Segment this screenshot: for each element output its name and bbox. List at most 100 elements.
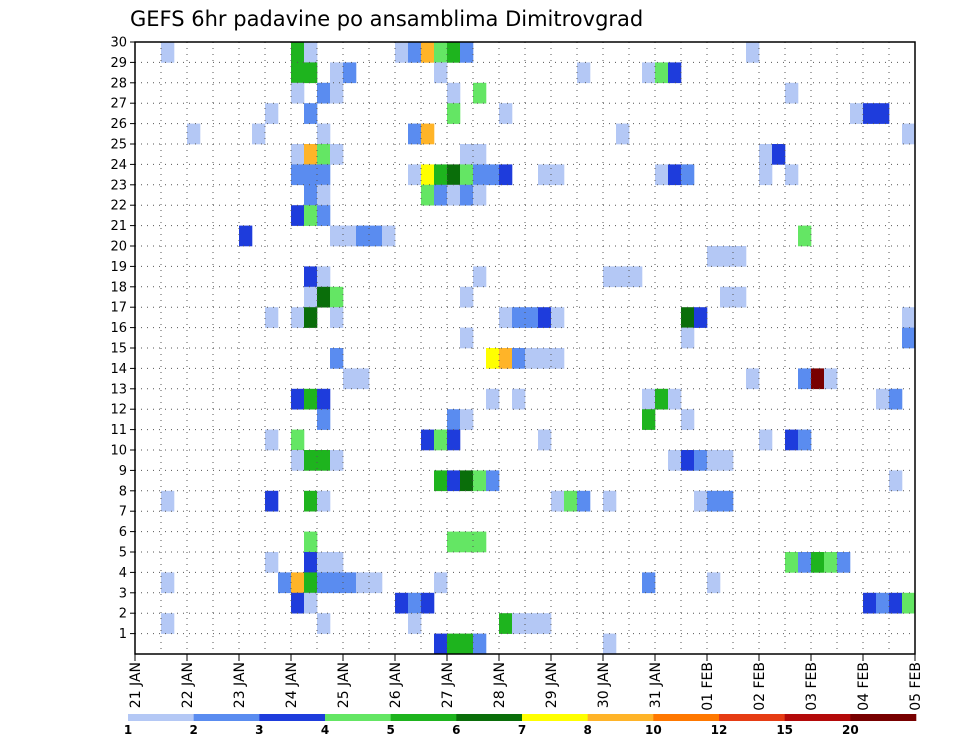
heatmap-cell: [304, 552, 317, 573]
heatmap-cell: [642, 389, 655, 410]
heatmap-cell: [538, 613, 551, 634]
heatmap-cell: [447, 470, 460, 491]
heatmap-cell: [304, 62, 317, 83]
heatmap-cell: [161, 42, 174, 63]
y-tick-label: 27: [110, 97, 127, 112]
heatmap-cell: [291, 450, 304, 471]
heatmap-cell: [330, 144, 343, 165]
heatmap-cell: [317, 409, 330, 430]
y-tick-label: 20: [110, 240, 127, 255]
y-tick-label: 6: [119, 525, 127, 540]
heatmap-cell: [343, 572, 356, 593]
heatmap-cell: [512, 307, 525, 328]
y-tick-label: 28: [110, 76, 127, 91]
heatmap-cell: [824, 368, 837, 389]
heatmap-cell: [304, 450, 317, 471]
y-tick-label: 23: [110, 178, 127, 193]
y-tick-label: 8: [119, 484, 127, 499]
heatmap-cell: [317, 613, 330, 634]
heatmap-cell: [330, 307, 343, 328]
y-tick-label: 3: [119, 586, 127, 601]
legend-label: 7: [518, 723, 526, 737]
x-tick-label: 01 FEB: [700, 662, 716, 711]
heatmap-cell: [317, 124, 330, 145]
legend-label: 3: [255, 723, 263, 737]
heatmap-cell: [486, 348, 499, 369]
heatmap-cell: [447, 185, 460, 206]
heatmap-cell: [551, 164, 564, 185]
legend-swatch: [259, 714, 325, 721]
heatmap-cell: [499, 348, 512, 369]
legend-swatch: [325, 714, 391, 721]
heatmap-cell: [616, 266, 629, 287]
heatmap-cell: [369, 226, 382, 247]
y-tick-label: 4: [119, 566, 127, 581]
heatmap-cell: [330, 62, 343, 83]
legend-label: 4: [321, 723, 329, 737]
heatmap-cell: [330, 552, 343, 573]
heatmap-cell: [291, 307, 304, 328]
heatmap-cell: [447, 103, 460, 124]
heatmap-cell: [304, 389, 317, 410]
heatmap-cell: [902, 124, 915, 145]
heatmap-cell: [486, 164, 499, 185]
heatmap-cell: [291, 144, 304, 165]
heatmap-cell: [798, 226, 811, 247]
heatmap-cells: [161, 42, 915, 654]
heatmap-cell: [603, 266, 616, 287]
legend-label: 2: [189, 723, 197, 737]
heatmap-cell: [499, 164, 512, 185]
heatmap-cell: [512, 613, 525, 634]
heatmap-cell: [330, 226, 343, 247]
heatmap-cell: [265, 430, 278, 451]
y-tick-label: 5: [119, 546, 127, 561]
heatmap-cell: [824, 552, 837, 573]
heatmap-cell: [642, 409, 655, 430]
heatmap-cell: [720, 450, 733, 471]
heatmap-cell: [538, 307, 551, 328]
y-tick-label: 25: [110, 138, 127, 153]
x-tick-label: 23 JAN: [232, 662, 248, 708]
heatmap-cell: [525, 307, 538, 328]
heatmap-cell: [499, 307, 512, 328]
legend-swatch: [785, 714, 851, 721]
heatmap-cell: [798, 430, 811, 451]
heatmap-cell: [473, 83, 486, 104]
heatmap-cell: [317, 164, 330, 185]
heatmap-cell: [746, 42, 759, 63]
heatmap-cell: [720, 246, 733, 267]
y-tick-label: 9: [119, 464, 127, 479]
heatmap-cell: [291, 593, 304, 614]
y-tick-label: 11: [110, 423, 127, 438]
heatmap-cell: [460, 287, 473, 308]
heatmap-cell: [694, 307, 707, 328]
heatmap-cell: [681, 450, 694, 471]
heatmap-cell: [291, 83, 304, 104]
heatmap-cell: [473, 185, 486, 206]
heatmap-cell: [356, 368, 369, 389]
heatmap-cell: [421, 593, 434, 614]
y-tick-label: 16: [110, 321, 127, 336]
heatmap-cell: [902, 593, 915, 614]
heatmap-cell: [655, 62, 668, 83]
heatmap-cell: [317, 572, 330, 593]
legend-label: 12: [711, 723, 728, 737]
heatmap-cell: [668, 62, 681, 83]
legend-label: 6: [452, 723, 460, 737]
heatmap-cell: [785, 83, 798, 104]
heatmap-cell: [317, 266, 330, 287]
heatmap-cell: [668, 389, 681, 410]
heatmap-cell: [798, 552, 811, 573]
heatmap-cell: [252, 124, 265, 145]
legend-swatch: [588, 714, 654, 721]
heatmap-cell: [408, 164, 421, 185]
heatmap-cell: [161, 491, 174, 512]
heatmap-cell: [655, 164, 668, 185]
heatmap-cell: [161, 572, 174, 593]
heatmap-cell: [642, 62, 655, 83]
heatmap-cell: [642, 572, 655, 593]
heatmap-cell: [460, 409, 473, 430]
heatmap-cell: [733, 246, 746, 267]
heatmap-cell: [525, 613, 538, 634]
heatmap-cell: [291, 205, 304, 226]
